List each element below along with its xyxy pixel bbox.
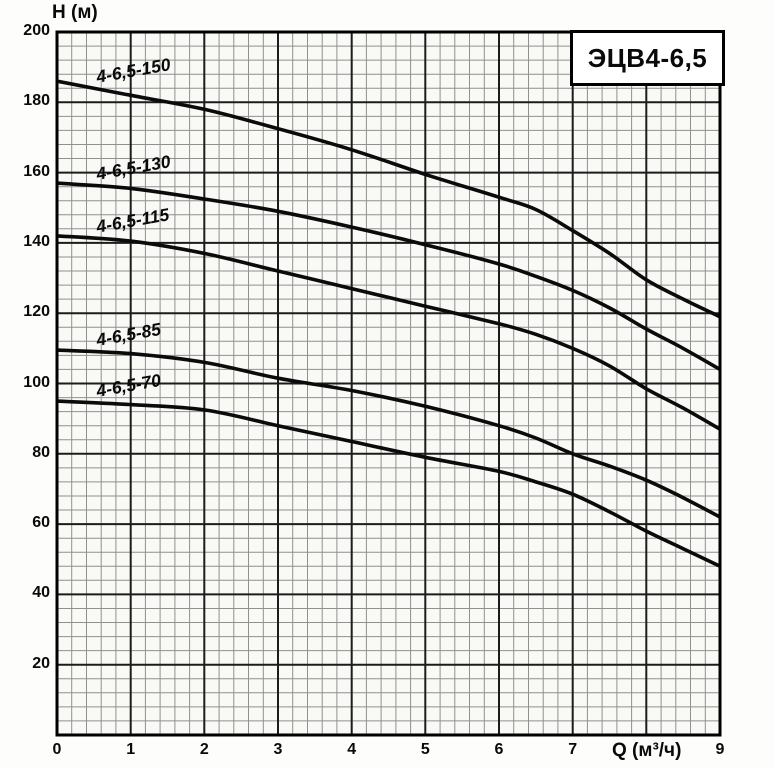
grid-major-lines (57, 32, 720, 735)
y-tick-120: 120 (23, 303, 50, 321)
model-title-box: ЭЦВ4-6,5 (570, 30, 725, 86)
y-tick-20: 20 (32, 654, 50, 672)
curve-4-6,5-115 (57, 234, 720, 431)
y-tick-200: 200 (23, 22, 50, 39)
x-tick-4: 4 (347, 741, 357, 758)
curve-4-6,5-150 (57, 79, 720, 319)
x-tick-9: 9 (715, 741, 725, 758)
y-tick-80: 80 (32, 443, 50, 461)
y-tick-140: 140 (23, 232, 50, 250)
curve-4-6,5-70 (57, 399, 720, 569)
y-tick-100: 100 (23, 373, 50, 391)
x-tick-2: 2 (199, 741, 209, 758)
x-tick-3: 3 (273, 741, 283, 758)
model-title: ЭЦВ4-6,5 (587, 42, 708, 73)
y-axis-title: H (м) (52, 2, 98, 23)
y-tick-160: 160 (23, 162, 50, 180)
x-tick-0: 0 (52, 741, 62, 758)
y-tick-60: 60 (32, 514, 50, 532)
x-tick-7: 7 (568, 741, 578, 758)
y-tick-40: 40 (32, 584, 50, 602)
curve-4-6,5-130 (57, 181, 720, 372)
y-tick-180: 180 (23, 92, 50, 110)
x-axis-title: Q (м³/ч) (612, 740, 682, 761)
x-tick-6: 6 (494, 741, 504, 758)
x-tick-5: 5 (420, 741, 430, 758)
plot-border (55, 30, 722, 737)
curve-4-6,5-85 (57, 348, 720, 519)
x-tick-1: 1 (126, 741, 136, 758)
